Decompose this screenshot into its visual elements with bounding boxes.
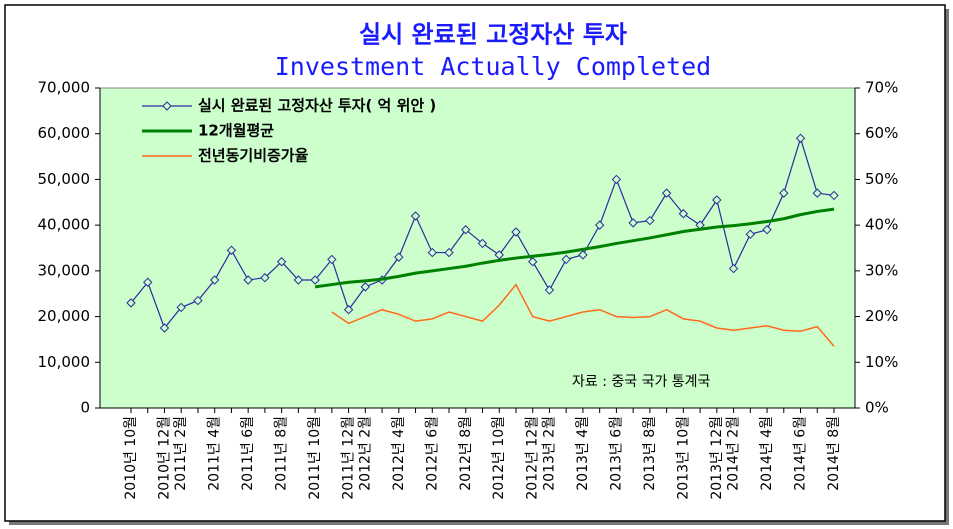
point-marker: [226, 245, 237, 255]
x-tick-label: 2013년 12월: [709, 416, 725, 500]
y2-tick-label: 20%: [865, 307, 898, 325]
y-tick-label: 30,000: [38, 261, 91, 279]
point-marker: [293, 275, 304, 285]
point-marker: [159, 323, 170, 333]
x-tick-label: 2011년 6월: [240, 416, 256, 491]
point-marker: [394, 252, 404, 262]
point-marker: [829, 190, 839, 201]
x-tick-label: 2012년 2월: [357, 416, 373, 491]
point-marker: [209, 275, 220, 285]
point-marker: [544, 285, 555, 295]
x-tick-label: 2013년 2월: [541, 416, 557, 491]
y2-tick-label: 0%: [865, 399, 889, 417]
y2-tick-label: 60%: [865, 124, 898, 142]
point-marker: [678, 209, 689, 219]
chart-subtitle: Investment Actually Completed: [275, 52, 712, 81]
point-marker: [310, 275, 320, 285]
point-marker: [812, 188, 822, 198]
x-tick-label: 2014년 2월: [726, 416, 742, 491]
point-marker: [276, 257, 287, 267]
point-marker: [461, 225, 471, 235]
point-marker: [762, 225, 772, 235]
x-tick-label: 2010년 12월: [156, 416, 172, 500]
y-tick-label: 50,000: [38, 170, 91, 188]
point-marker: [327, 254, 337, 265]
point-marker: [645, 215, 655, 226]
x-tick-label: 2013년 6월: [608, 416, 624, 491]
y-tick-label: 20,000: [38, 307, 91, 325]
x-tick-label: 2012년 4월: [391, 416, 407, 491]
x-tick-label: 2012년 6월: [424, 416, 440, 491]
point-marker: [511, 227, 521, 237]
series-line: [331, 283, 835, 347]
point-marker: [193, 295, 203, 306]
point-marker: [594, 220, 605, 230]
x-tick-label: 2014년 4월: [759, 416, 775, 491]
point-marker: [728, 263, 739, 274]
point-marker: [661, 188, 672, 198]
series-line: [314, 207, 835, 289]
x-tick-label: 2014년 8월: [826, 416, 842, 491]
point-marker: [410, 211, 421, 221]
x-tick-label: 2013년 4월: [575, 416, 591, 491]
x-tick-label: 2011년 8월: [274, 416, 290, 491]
point-marker: [176, 302, 186, 313]
annotation: 자료 : 중국 국가 통계국: [572, 374, 711, 390]
x-tick-label: 2011년 4월: [207, 416, 223, 491]
point-marker: [126, 298, 136, 308]
y-tick-label: 70,000: [38, 79, 91, 97]
point-marker: [143, 277, 153, 287]
x-tick-label: 2012년 12월: [525, 416, 541, 500]
point-marker: [427, 247, 437, 258]
point-marker: [779, 188, 789, 198]
point-marker: [611, 174, 622, 185]
y2-tick-label: 50%: [865, 170, 898, 188]
y-tick-label: 60,000: [38, 124, 91, 142]
y2-tick-label: 40%: [865, 216, 898, 234]
point-marker: [712, 195, 722, 205]
y-tick-label: 0: [80, 399, 90, 417]
chart-title: 실시 완료된 고정자산 투자: [359, 20, 627, 49]
y2-tick-label: 70%: [865, 79, 898, 97]
point-marker: [477, 238, 488, 249]
x-tick-label: 2010년 10월: [123, 416, 139, 500]
x-tick-label: 2012년 8월: [458, 416, 474, 491]
point-marker: [561, 254, 571, 265]
x-tick-label: 2011년 2월: [173, 416, 189, 491]
point-marker: [528, 257, 538, 267]
point-marker: [745, 229, 756, 239]
y-tick-label: 10,000: [38, 353, 91, 371]
legend-label: 12개월평균: [198, 122, 274, 140]
legend-marker: [162, 101, 172, 111]
legend-label: 전년동기비증가율: [198, 147, 309, 165]
point-marker: [628, 218, 638, 228]
x-tick-label: 2013년 8월: [642, 416, 658, 491]
x-tick-label: 2013년 10월: [675, 416, 691, 500]
y2-tick-label: 30%: [865, 261, 898, 279]
legend-label: 실시 완료된 고정자산 투자( 억 위안 ): [198, 97, 436, 115]
point-marker: [260, 273, 270, 283]
point-marker: [444, 247, 454, 258]
point-marker: [243, 275, 253, 285]
point-marker: [343, 305, 354, 315]
y2-tick-label: 10%: [865, 353, 898, 371]
x-tick-label: 2012년 10월: [491, 416, 507, 500]
point-marker: [360, 282, 371, 292]
y-tick-label: 40,000: [38, 216, 91, 234]
point-marker: [578, 250, 588, 260]
x-tick-label: 2011년 12월: [341, 416, 357, 500]
x-tick-label: 2011년 10월: [307, 416, 323, 500]
x-tick-label: 2014년 6월: [793, 416, 809, 491]
point-marker: [795, 133, 806, 143]
